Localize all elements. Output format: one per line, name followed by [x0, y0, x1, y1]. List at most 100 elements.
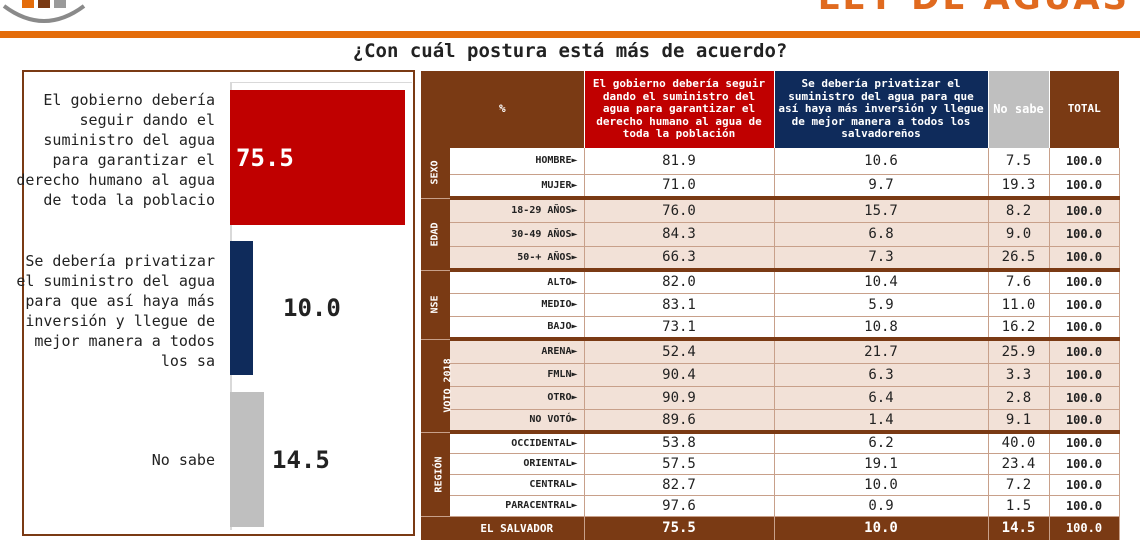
group-label: VOTO 2018 — [421, 339, 454, 433]
table-cell: 100.0 — [1049, 268, 1120, 294]
row-label: PARACENTRAL► — [450, 495, 585, 517]
table-row: MUJER► 71.0 9.7 19.3 100.0 — [421, 174, 1120, 199]
table-cell: 89.6 — [584, 409, 775, 433]
bar-label-no-sabe: No sabe — [151, 451, 215, 469]
table-cell: 90.9 — [584, 386, 775, 410]
bar-privatizar — [230, 241, 253, 375]
table-cell: 100.0 — [1049, 222, 1120, 247]
table-row: OTRO► 90.9 6.4 2.8 100.0 — [421, 386, 1120, 410]
table-cell: 6.2 — [774, 430, 989, 454]
bar-label-privatizar: Se debería privatizar el suministro del … — [16, 252, 215, 370]
row-label: CENTRAL► — [450, 474, 585, 496]
table-cell: 10.4 — [774, 268, 989, 294]
table-cell: 82.7 — [584, 474, 775, 496]
table-cell: 19.1 — [774, 453, 989, 475]
table-row: REGIÓN OCCIDENTAL► 53.8 6.2 40.0 100.0 — [421, 430, 1120, 517]
table-cell: 15.7 — [774, 196, 989, 223]
table-row: EDAD 18-29 AÑOS► 76.0 15.7 8.2 100.0 — [421, 196, 1120, 271]
row-label: 30-49 AÑOS► — [450, 222, 585, 247]
table-row: BAJO► 73.1 10.8 16.2 100.0 — [421, 316, 1120, 340]
table-cell: 73.1 — [584, 316, 775, 340]
row-label: BAJO► — [450, 316, 585, 340]
table-cell: 100.0 — [1049, 386, 1120, 410]
table-cell: 100.0 — [1049, 363, 1120, 387]
header-divider — [0, 31, 1140, 38]
group-label: REGIÓN — [421, 432, 450, 517]
table-cell: 81.9 — [584, 148, 775, 175]
table-row: NSE ALTO► 82.0 10.4 7.6 100.0 — [421, 268, 1120, 340]
bar-value-gobierno: 75.5 — [236, 143, 294, 172]
table-cell: 84.3 — [584, 222, 775, 247]
brand-title: LEY DE AGUAS — [818, 0, 1130, 18]
table-cell: 9.0 — [988, 222, 1050, 247]
table-cell: 97.6 — [584, 495, 775, 517]
table-row: MEDIO► 83.1 5.9 11.0 100.0 — [421, 293, 1120, 317]
row-label: MUJER► — [450, 174, 585, 199]
table-cell: 2.8 — [988, 386, 1050, 410]
table-cell: 6.8 — [774, 222, 989, 247]
table-cell: 21.7 — [774, 337, 989, 364]
table-header-row: % El gobierno debería seguir dando el su… — [421, 71, 1119, 148]
table-body: SEXO HOMBRE► 81.9 10.6 7.5 100.0 MUJER► 71.0 9.7… — [421, 148, 1120, 540]
row-label: ALTO► — [450, 268, 585, 294]
table-cell: 100.0 — [1049, 453, 1120, 475]
bar-label-gobierno: El gobierno debería seguir dando el sumi… — [16, 91, 215, 209]
total-row-spacer — [421, 516, 450, 540]
table-cell: 10.0 — [774, 474, 989, 496]
column-header-privatizar: Se debería privatizar el suministro del … — [774, 71, 989, 148]
bar-no-sabe — [230, 392, 264, 527]
table-cell: 100.0 — [1049, 174, 1120, 199]
table-total-row: EL SALVADOR 75.5 10.0 14.5 100.0 — [421, 516, 1120, 540]
table-row: PARACENTRAL► 97.6 0.9 1.5 100.0 — [421, 495, 1120, 517]
table-cell: 1.4 — [774, 409, 989, 433]
table-cell: 7.5 — [988, 148, 1050, 175]
column-header-no-sabe: No sabe — [988, 71, 1050, 148]
group-label-text: NSE — [430, 295, 441, 314]
table-cell: 100.0 — [1049, 148, 1120, 175]
table-cell: 53.8 — [584, 430, 775, 454]
table-cell: 71.0 — [584, 174, 775, 199]
table-cell: 1.5 — [988, 495, 1050, 517]
table-cell: 19.3 — [988, 174, 1050, 199]
table-cell: 57.5 — [584, 453, 775, 475]
bar-value-privatizar: 10.0 — [283, 294, 341, 322]
table-cell: 25.9 — [988, 337, 1050, 364]
total-cell: 14.5 — [988, 516, 1050, 540]
column-header-gobierno: El gobierno debería seguir dando el sumi… — [584, 71, 775, 148]
table-cell: 100.0 — [1049, 246, 1120, 271]
table-cell: 9.1 — [988, 409, 1050, 433]
table-row: VOTO 2018 ARENA► 52.4 21.7 25.9 100.0 — [421, 337, 1120, 433]
table-cell: 23.4 — [988, 453, 1050, 475]
table-cell: 7.3 — [774, 246, 989, 271]
table-cell: 90.4 — [584, 363, 775, 387]
column-header-total: TOTAL — [1049, 71, 1119, 148]
bar-gobierno — [230, 90, 405, 225]
table-cell: 7.6 — [988, 268, 1050, 294]
table-row: FMLN► 90.4 6.3 3.3 100.0 — [421, 363, 1120, 387]
row-label: FMLN► — [450, 363, 585, 387]
table-cell: 8.2 — [988, 196, 1050, 223]
table-cell: 6.3 — [774, 363, 989, 387]
row-label: 18-29 AÑOS► — [450, 196, 585, 223]
crosstab-table: % El gobierno debería seguir dando el su… — [421, 71, 1120, 540]
row-label: OCCIDENTAL► — [450, 430, 585, 454]
bar-value-no-sabe: 14.5 — [272, 445, 330, 474]
table-cell: 40.0 — [988, 430, 1050, 454]
table-row: 30-49 AÑOS► 84.3 6.8 9.0 100.0 — [421, 222, 1120, 247]
logo — [2, 0, 86, 23]
group-label-text: REGIÓN — [433, 455, 445, 493]
table-cell: 0.9 — [774, 495, 989, 517]
table-cell: 11.0 — [988, 293, 1050, 317]
table-cell: 83.1 — [584, 293, 775, 317]
table-cell: 10.6 — [774, 148, 989, 175]
group-label: NSE — [421, 270, 450, 340]
table-cell: 100.0 — [1049, 409, 1120, 433]
table-cell: 5.9 — [774, 293, 989, 317]
total-cell: 75.5 — [584, 516, 775, 540]
table-cell: 26.5 — [988, 246, 1050, 271]
table-cell: 10.8 — [774, 316, 989, 340]
table-cell: 100.0 — [1049, 316, 1120, 340]
total-row-label: EL SALVADOR — [450, 516, 585, 540]
table-cell: 100.0 — [1049, 430, 1120, 454]
crosstab-table-wrapper: % El gobierno debería seguir dando el su… — [421, 71, 1120, 540]
